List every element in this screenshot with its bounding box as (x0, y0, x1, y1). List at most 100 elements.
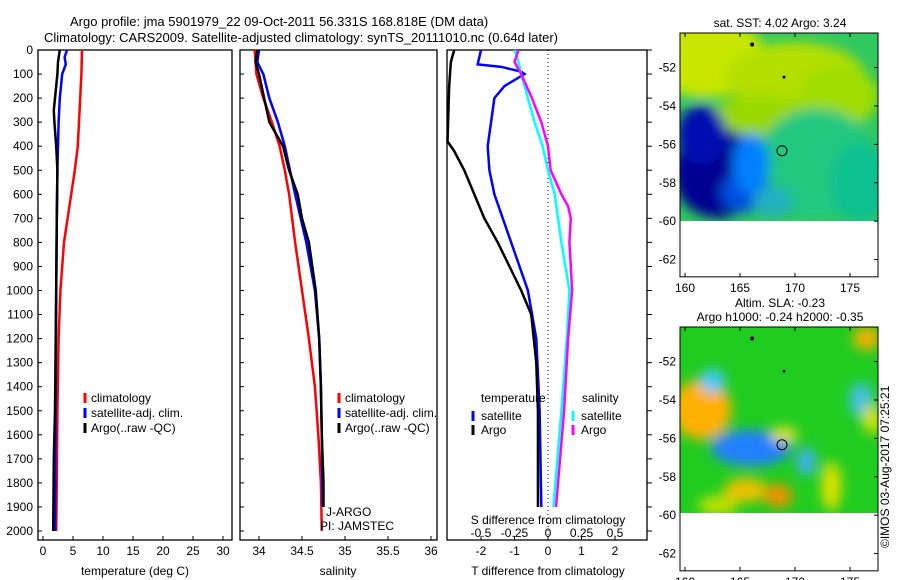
depth-tick-label: 2000 (6, 524, 33, 538)
t-diff-tick-label: 2 (612, 544, 619, 558)
temperature-climatology-line (54, 49, 84, 532)
depth-tick-label: 400 (13, 139, 33, 153)
salinity-tick-label: 35 (338, 544, 352, 558)
profile-location-marker (776, 145, 788, 157)
depth-tick-label: 1200 (6, 332, 33, 346)
depth-tick-label: 1800 (6, 476, 33, 490)
legend-label: climatology (91, 391, 151, 405)
temperature-tick-label: 0 (40, 544, 47, 558)
t-diff-xlabel: T difference from climatology (471, 564, 625, 578)
s-diff-tick-label: -0.25 (501, 526, 529, 540)
lat-tick-label: -62 (659, 547, 677, 561)
temperature-xlabel: temperature (deg C) (81, 564, 189, 578)
field-patch (680, 379, 732, 440)
t-diff-tick-label: 1 (578, 544, 585, 558)
sst-map-heatmap (680, 33, 878, 221)
field-patch (698, 495, 738, 513)
lat-tick-label: -60 (659, 508, 677, 522)
depth-tick-label: 1100 (7, 308, 33, 322)
temperature-tick-label: 15 (126, 544, 140, 558)
salinity-tick-label: 34.5 (290, 544, 314, 558)
depth-tick-label: 300 (13, 115, 33, 129)
s-diff-tick-label: -0.5 (471, 526, 492, 540)
lon-tick-label: 160 (675, 575, 695, 580)
field-patch (796, 447, 816, 476)
salinity-tick-label: 36 (424, 544, 438, 558)
temperature-tick-label: 5 (70, 544, 77, 558)
s-diff-xlabel: S difference from climatology (471, 513, 626, 527)
s-diff-tick-label: 0 (545, 526, 552, 540)
legend-label: Argo(..raw -QC) (91, 421, 176, 435)
title-line2: Climatology: CARS2009. Satellite-adjuste… (44, 30, 558, 45)
depth-tick-label: 500 (13, 163, 33, 177)
depth-tick-label: 1600 (6, 428, 33, 442)
lat-tick-label: -54 (659, 99, 677, 113)
diff-T-satellite-line (476, 49, 543, 507)
watermark: ©IMOS 03-Aug-2017 07:25:21 (878, 385, 892, 548)
temperature-panel (37, 49, 233, 541)
depth-tick-label: 900 (13, 259, 33, 273)
s-diff-tick-label: 0.5 (607, 526, 624, 540)
island-marker (782, 369, 786, 373)
legend-label: satellite-adj. clim. (91, 406, 183, 420)
lat-tick-label: -56 (659, 137, 677, 151)
depth-tick-label: 100 (13, 67, 33, 81)
island-marker (750, 42, 755, 47)
sla-map-heatmap (680, 327, 878, 513)
field-patch (852, 327, 878, 351)
salinity-xlabel: salinity (320, 564, 357, 578)
temperature-tick-label: 10 (96, 544, 110, 558)
lat-tick-label: -54 (659, 393, 677, 407)
legend-label: climatology (345, 391, 405, 405)
depth-tick-label: 1500 (6, 404, 33, 418)
depth-tick-label: 1400 (6, 380, 33, 394)
depth-tick-label: 200 (13, 91, 33, 105)
temperature-tick-label: 30 (216, 544, 230, 558)
lon-tick-label: 175 (840, 575, 860, 580)
depth-tick-label: 1900 (6, 500, 33, 514)
legend-label: satellite (581, 409, 622, 423)
title-line1: Argo profile: jma 5901979_22 09-Oct-2011… (70, 14, 488, 29)
legend-label: Argo(..raw -QC) (345, 421, 430, 435)
sla-map-frame (679, 326, 879, 572)
t-diff-tick-label: -1 (509, 544, 520, 558)
sst-map-title: sat. SST: 4.02 Argo: 3.24 (714, 16, 847, 30)
lat-tick-label: -58 (659, 176, 677, 190)
lon-tick-label: 170 (785, 281, 805, 295)
field-patch (831, 142, 878, 221)
island-marker (782, 75, 786, 79)
depth-tick-label: 800 (13, 235, 33, 249)
sla-map-title: Argo h1000: -0.24 h2000: -0.35 (697, 310, 864, 324)
field-patch (680, 104, 727, 165)
depth-tick-label: 1000 (6, 284, 33, 298)
annotation-jargo: J-ARGO (326, 505, 371, 519)
lon-tick-label: 170 (785, 575, 805, 580)
salinity-Argo-raw-QC--line (254, 49, 325, 507)
lat-tick-label: -52 (659, 61, 677, 75)
field-patch (711, 429, 791, 466)
temperature-tick-label: 20 (156, 544, 170, 558)
profile-location-marker (776, 439, 788, 451)
lat-tick-label: -60 (659, 214, 677, 228)
field-patch (700, 368, 725, 393)
salinity-climatology-line (253, 49, 324, 532)
diff-T-Argo-line (446, 49, 540, 507)
lon-tick-label: 160 (675, 281, 695, 295)
temperature-Argo-raw-QC--line (51, 49, 62, 532)
field-patch (770, 426, 798, 443)
legend-title-salinity: salinity (582, 391, 619, 405)
depth-tick-label: 700 (13, 211, 33, 225)
salinity-tick-label: 35.5 (376, 544, 400, 558)
field-patch (733, 133, 769, 194)
salinity-panel (239, 49, 438, 541)
lat-tick-label: -52 (659, 355, 677, 369)
difference-panel (446, 49, 648, 541)
field-patch (753, 186, 793, 217)
t-diff-tick-label: 0 (545, 544, 552, 558)
lon-tick-label: 165 (730, 575, 750, 580)
t-diff-tick-label: -2 (476, 544, 487, 558)
sst-map-frame (679, 32, 879, 278)
depth-tick-label: 1300 (6, 356, 33, 370)
field-patch (723, 478, 768, 503)
